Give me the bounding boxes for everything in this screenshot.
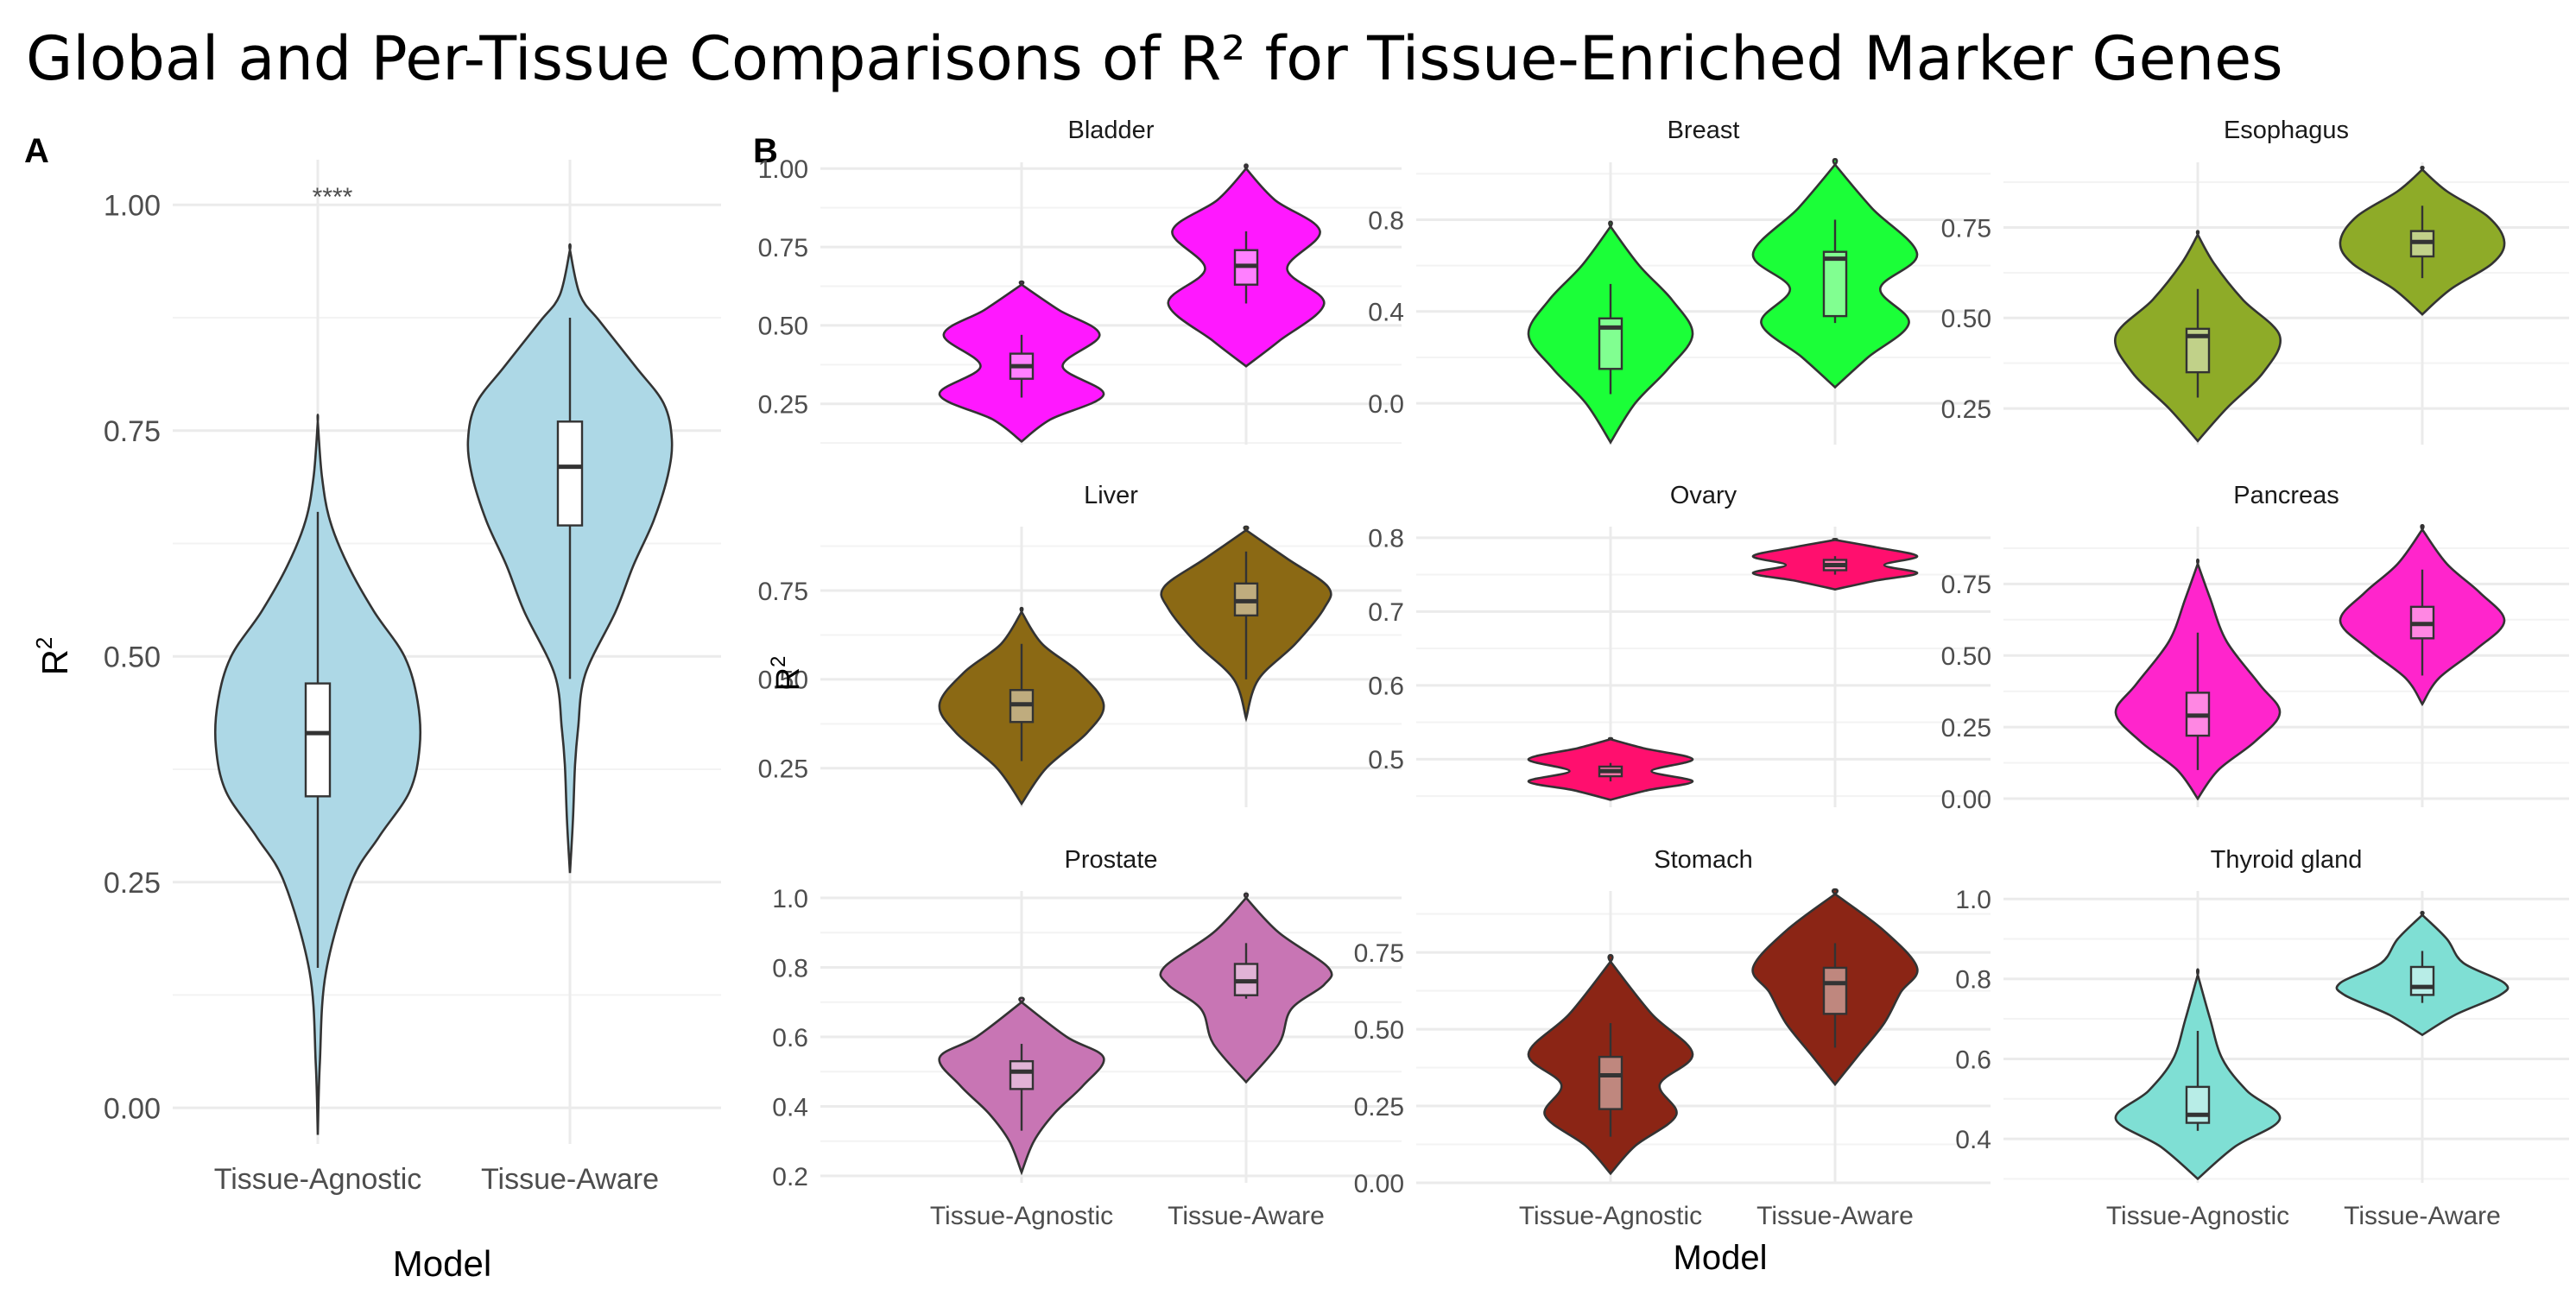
y-tick-label: 0.0 — [1368, 390, 1404, 419]
x-axis-title: Model — [393, 1243, 491, 1284]
violin-tissue-aware — [1751, 888, 1919, 1087]
y-tick-label: 0.50 — [1941, 305, 1991, 333]
facet-title-pancreas: Pancreas — [2233, 482, 2339, 509]
y-tick-label: 0.50 — [1354, 1016, 1404, 1045]
y-tick-label: 0.6 — [1368, 673, 1404, 701]
x-tick-label: Tissue-Aware — [481, 1163, 659, 1196]
x-tick-label: Tissue-Agnostic — [930, 1202, 1113, 1230]
y-axis-title-superscript: 2 — [31, 637, 57, 649]
facet-title-stomach: Stomach — [1654, 846, 1752, 874]
box-tissue-aware — [556, 420, 584, 527]
panel-b-x-axis-title: Model — [1674, 1239, 1768, 1277]
y-tick-label: 0.25 — [1354, 1093, 1404, 1122]
y-axis-title: R2 — [31, 637, 75, 676]
box-tissue-agnostic — [1009, 1059, 1035, 1090]
y-tick-label: 0.75 — [758, 234, 808, 262]
y-tick-label: 0.50 — [758, 313, 808, 341]
violin-tissue-aware — [1159, 892, 1333, 1084]
y-tick-label: 0.5 — [1368, 746, 1404, 774]
x-tick-label: Tissue-Aware — [2344, 1202, 2501, 1230]
y-tick-label: 0.25 — [758, 391, 808, 420]
facet-title-breast: Breast — [1668, 117, 1740, 144]
charts-layer: 0.00 0.25 0.50 0.75 1.00 Tissue-Agnostic Tissu… — [31, 117, 2569, 1284]
y-tick-label: 1.0 — [772, 885, 808, 913]
box-tissue-aware — [1822, 250, 1848, 318]
box-tissue-agnostic — [2185, 1085, 2211, 1124]
box-tissue-aware — [2409, 965, 2435, 996]
violin-tissue-agnostic — [938, 996, 1105, 1176]
y-tick-label: 0.00 — [104, 1092, 161, 1125]
y-tick-label: 0.75 — [1354, 939, 1404, 968]
x-tick-label: Tissue-Aware — [1756, 1202, 1914, 1230]
chart-liver: 0.25 0.50 0.75 Liver — [758, 482, 1402, 807]
box-tissue-agnostic — [1598, 1055, 1623, 1110]
y-tick-label: 0.8 — [1368, 525, 1404, 553]
y-tick-label: 0.75 — [758, 578, 808, 606]
x-tick-label: Tissue-Agnostic — [214, 1163, 422, 1196]
violin-tissue-agnostic — [1527, 954, 1694, 1176]
y-tick-label: 0.6 — [1955, 1046, 1991, 1074]
panel-b-y-axis-title-superscript: 2 — [767, 656, 790, 667]
y-tick-label: 0.4 — [1368, 299, 1404, 327]
y-tick-label: 0.8 — [772, 954, 808, 983]
facet-title-thyroid-gland: Thyroid gland — [2211, 846, 2363, 874]
figure-title: Global and Per-Tissue Comparisons of R² … — [26, 23, 2283, 94]
violin-tissue-agnostic — [1527, 220, 1694, 445]
y-tick-label: 0.50 — [1941, 642, 1991, 671]
panel-b-letter: B — [753, 132, 778, 170]
y-tick-label: 0.8 — [1368, 206, 1404, 235]
x-tick-label: Tissue-Agnostic — [2106, 1202, 2289, 1230]
y-tick-label: 0.6 — [772, 1024, 808, 1052]
chart-prostate: 0.2 0.4 0.6 0.8 1.0 Prostate Tissue-Agnostic Ti… — [772, 846, 1402, 1230]
panel-b-y-axis-title: R2 — [767, 656, 807, 692]
box-tissue-aware — [1822, 966, 1848, 1015]
chart-bladder: 0.25 0.50 0.75 1.00 Bladder — [758, 117, 1402, 445]
y-tick-label: 0.7 — [1368, 598, 1404, 627]
chart-stomach: 0.00 0.25 0.50 0.75 Stomach Tissue-Agnostic Ti… — [1354, 846, 1991, 1230]
y-tick-label: 1.00 — [104, 190, 161, 223]
y-tick-label: 0.25 — [1941, 395, 1991, 424]
facet-title-prostate: Prostate — [1065, 846, 1158, 874]
significance-annotation: **** — [313, 183, 353, 212]
y-tick-label: 0.00 — [1354, 1170, 1404, 1198]
chart-ovary: 0.5 0.6 0.7 0.8 Ovary — [1368, 482, 1991, 807]
y-tick-label: 0.2 — [772, 1163, 808, 1191]
chart-pancreas: 0.00 0.25 0.50 0.75 Pancreas — [1941, 482, 2569, 814]
y-tick-label: 0.00 — [1941, 786, 1991, 814]
facet-title-bladder: Bladder — [1068, 117, 1155, 144]
chart-breast: 0.0 0.4 0.8 Breast — [1368, 117, 1991, 445]
y-tick-label: 0.8 — [1955, 966, 1991, 995]
violin-tissue-aware — [2339, 524, 2506, 707]
panel-a-letter: A — [24, 132, 49, 170]
y-tick-label: 1.0 — [1955, 886, 1991, 914]
y-tick-label: 0.75 — [1941, 571, 1991, 599]
chart-panel-a: 0.00 0.25 0.50 0.75 1.00 Tissue-Agnostic Tissu… — [31, 160, 721, 1284]
y-tick-label: 0.50 — [104, 641, 161, 673]
y-tick-label: 0.25 — [758, 755, 808, 784]
chart-thyroid-gland: 0.4 0.6 0.8 1.0 Thyroid gland Tissue-Agnostic… — [1955, 846, 2569, 1230]
facet-title-ovary: Ovary — [1670, 482, 1737, 509]
facet-title-liver: Liver — [1084, 482, 1138, 509]
box-tissue-agnostic — [304, 682, 332, 798]
y-tick-label: 0.4 — [772, 1093, 808, 1122]
violin-tissue-aware — [2335, 911, 2510, 1037]
y-tick-label: 0.75 — [1941, 214, 1991, 243]
chart-esophagus: 0.25 0.50 0.75 Esophagus — [1941, 117, 2569, 445]
x-tick-label: Tissue-Aware — [1168, 1202, 1325, 1230]
y-tick-label: 0.25 — [1941, 714, 1991, 742]
violin-tissue-agnostic — [938, 280, 1105, 444]
x-tick-label: Tissue-Agnostic — [1519, 1202, 1702, 1230]
y-tick-label: 0.4 — [1955, 1126, 1991, 1154]
y-tick-label: 0.50 — [758, 667, 808, 695]
violin-tissue-aware — [1751, 158, 1919, 389]
y-tick-label: 0.25 — [104, 867, 161, 900]
facet-title-esophagus: Esophagus — [2224, 117, 2349, 144]
y-tick-label: 0.75 — [104, 415, 161, 448]
y-tick-label: 1.00 — [758, 155, 808, 184]
